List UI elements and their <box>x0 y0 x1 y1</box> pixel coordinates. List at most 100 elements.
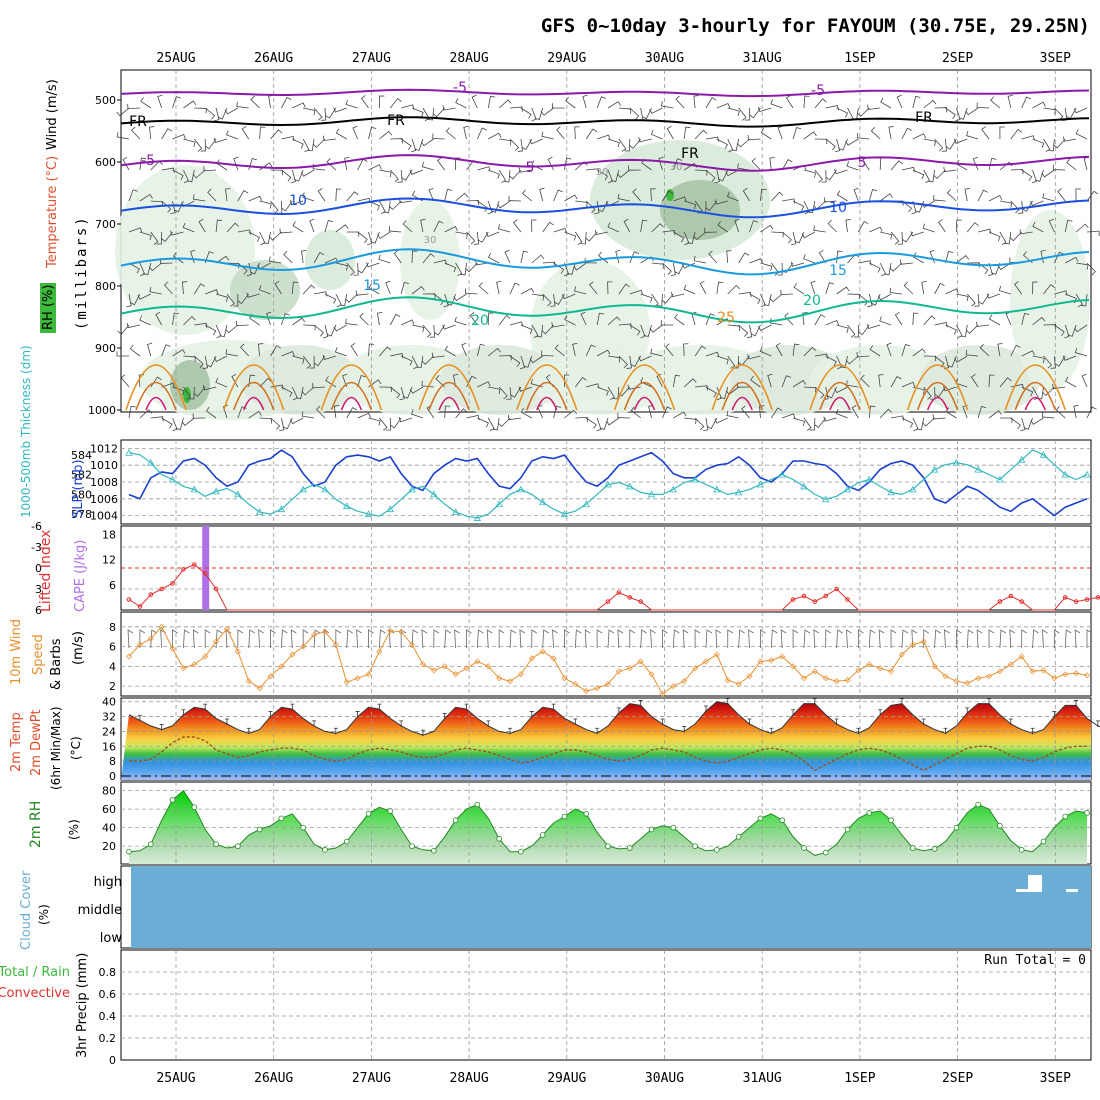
cloud-level-middle: middle <box>78 903 122 918</box>
wind-speed-point <box>702 658 710 665</box>
thickness-point <box>865 475 873 483</box>
thickness-line <box>128 449 1088 519</box>
wind-speed-point <box>267 673 274 680</box>
li-point <box>137 604 143 609</box>
wind-speed-point <box>430 667 437 674</box>
li-point <box>159 586 164 592</box>
li-point <box>790 597 796 602</box>
wind-speed-point <box>615 668 622 675</box>
rh-point <box>474 801 481 808</box>
date-label-top: 26AUG <box>254 51 293 66</box>
slp-tick: 1012 <box>90 442 118 455</box>
slp-tick: 1004 <box>90 510 118 523</box>
wind-speed-point <box>898 651 905 658</box>
rh-point <box>1062 813 1069 820</box>
li-point <box>823 593 829 599</box>
wind-speed-point <box>550 655 557 662</box>
wind-speed-point <box>496 675 503 682</box>
dewpoint-line <box>129 736 1087 772</box>
rh-point <box>561 813 568 820</box>
rh-legend-swatch <box>40 283 56 333</box>
pressure-panel: 584 582 580 578 1012 1010 1008 1006 1004 1000-50… <box>19 345 1092 525</box>
wind-speed-point <box>376 648 383 655</box>
wind-speed-point <box>147 635 154 642</box>
wind-speed-point <box>419 661 426 668</box>
upper-wind-barbs <box>116 94 1100 432</box>
wind-speed-point <box>213 638 220 645</box>
li-point <box>1062 595 1068 600</box>
wind-speed-point <box>844 677 851 684</box>
thickness-point <box>147 458 155 466</box>
rh-tick: 20 <box>102 840 116 853</box>
thickness-point <box>539 498 547 506</box>
wind-speed-point <box>289 651 296 658</box>
thickness-point <box>495 500 503 508</box>
cloud-level-low: low <box>100 931 123 946</box>
wind-speed-point <box>485 663 492 670</box>
date-label-bottom: 30AUG <box>645 1071 684 1086</box>
li-tick: 6 <box>35 604 42 617</box>
cape-tick: 18 <box>102 528 116 541</box>
rh-point <box>757 815 764 822</box>
li-point <box>627 595 633 600</box>
date-label-top: 30AUG <box>645 51 684 66</box>
thickness-point <box>843 485 852 493</box>
rh-markers <box>126 797 1090 856</box>
wind-speed-point <box>996 668 1003 675</box>
wind-speed-point <box>920 638 927 645</box>
date-label-bottom: 28AUG <box>450 1071 489 1086</box>
wind-speed-point <box>942 673 949 680</box>
rh-point <box>1040 838 1047 845</box>
li-point <box>845 597 850 602</box>
wind-speed-point <box>321 628 328 635</box>
thickness-markers <box>125 449 1091 521</box>
contour-label: 30 <box>424 235 437 246</box>
rh-point <box>735 834 742 840</box>
wind-speed-line <box>128 625 1088 695</box>
wind-speed-point <box>975 675 982 682</box>
date-label-top: 1SEP <box>844 51 875 66</box>
wind-speed-point <box>855 667 862 674</box>
rh-point <box>648 826 655 833</box>
rh-point <box>387 808 394 814</box>
li-point <box>170 581 175 586</box>
date-label-top: 31AUG <box>743 51 782 66</box>
contour-label: 20 <box>803 293 821 309</box>
thickness-point <box>822 495 830 503</box>
contour-label: 30 <box>670 162 683 173</box>
li-point <box>638 599 643 604</box>
rh-point <box>997 822 1003 829</box>
slp-tick: 1010 <box>90 459 118 472</box>
wind-speed-point <box>365 671 372 678</box>
wind-tick: 4 <box>109 660 116 673</box>
thickness-point <box>713 485 721 493</box>
rh-point <box>605 843 611 849</box>
contour-label: FR <box>915 110 933 126</box>
rh-point <box>322 847 328 853</box>
rh-tick: 80 <box>102 785 116 798</box>
wind-speed-point <box>278 663 285 670</box>
contour-label: -5 <box>141 153 155 169</box>
wind-speed-point <box>354 675 361 682</box>
temperature-contours: -5 -5 FR FR FR FR -5 5 5 10 10 15 15 20 20 25 30 30 30 <box>120 80 1090 411</box>
wind-speed-point <box>398 628 405 635</box>
wind-label-3: & Barbs <box>49 638 64 690</box>
li-point <box>834 586 839 592</box>
rh-point <box>714 847 720 853</box>
thickness-point <box>1018 455 1026 463</box>
li-point <box>801 593 807 599</box>
cloud-unit: (%) <box>37 904 51 925</box>
lifted-index-line <box>128 563 1100 611</box>
temp-tick: 32 <box>102 711 116 724</box>
rh-point <box>256 826 263 833</box>
wind-speed-point <box>517 671 524 678</box>
wind-speed-point <box>1029 668 1036 675</box>
wind-speed-point <box>931 663 938 670</box>
thickness-point <box>386 505 394 513</box>
wind-speed-point <box>528 655 535 662</box>
temp-tick: 8 <box>109 755 116 768</box>
contour-label: 10 <box>829 200 847 216</box>
wind-speed-point <box>800 675 807 682</box>
thickness-tick: 578 <box>71 508 92 521</box>
wind-speed-point <box>409 641 416 648</box>
